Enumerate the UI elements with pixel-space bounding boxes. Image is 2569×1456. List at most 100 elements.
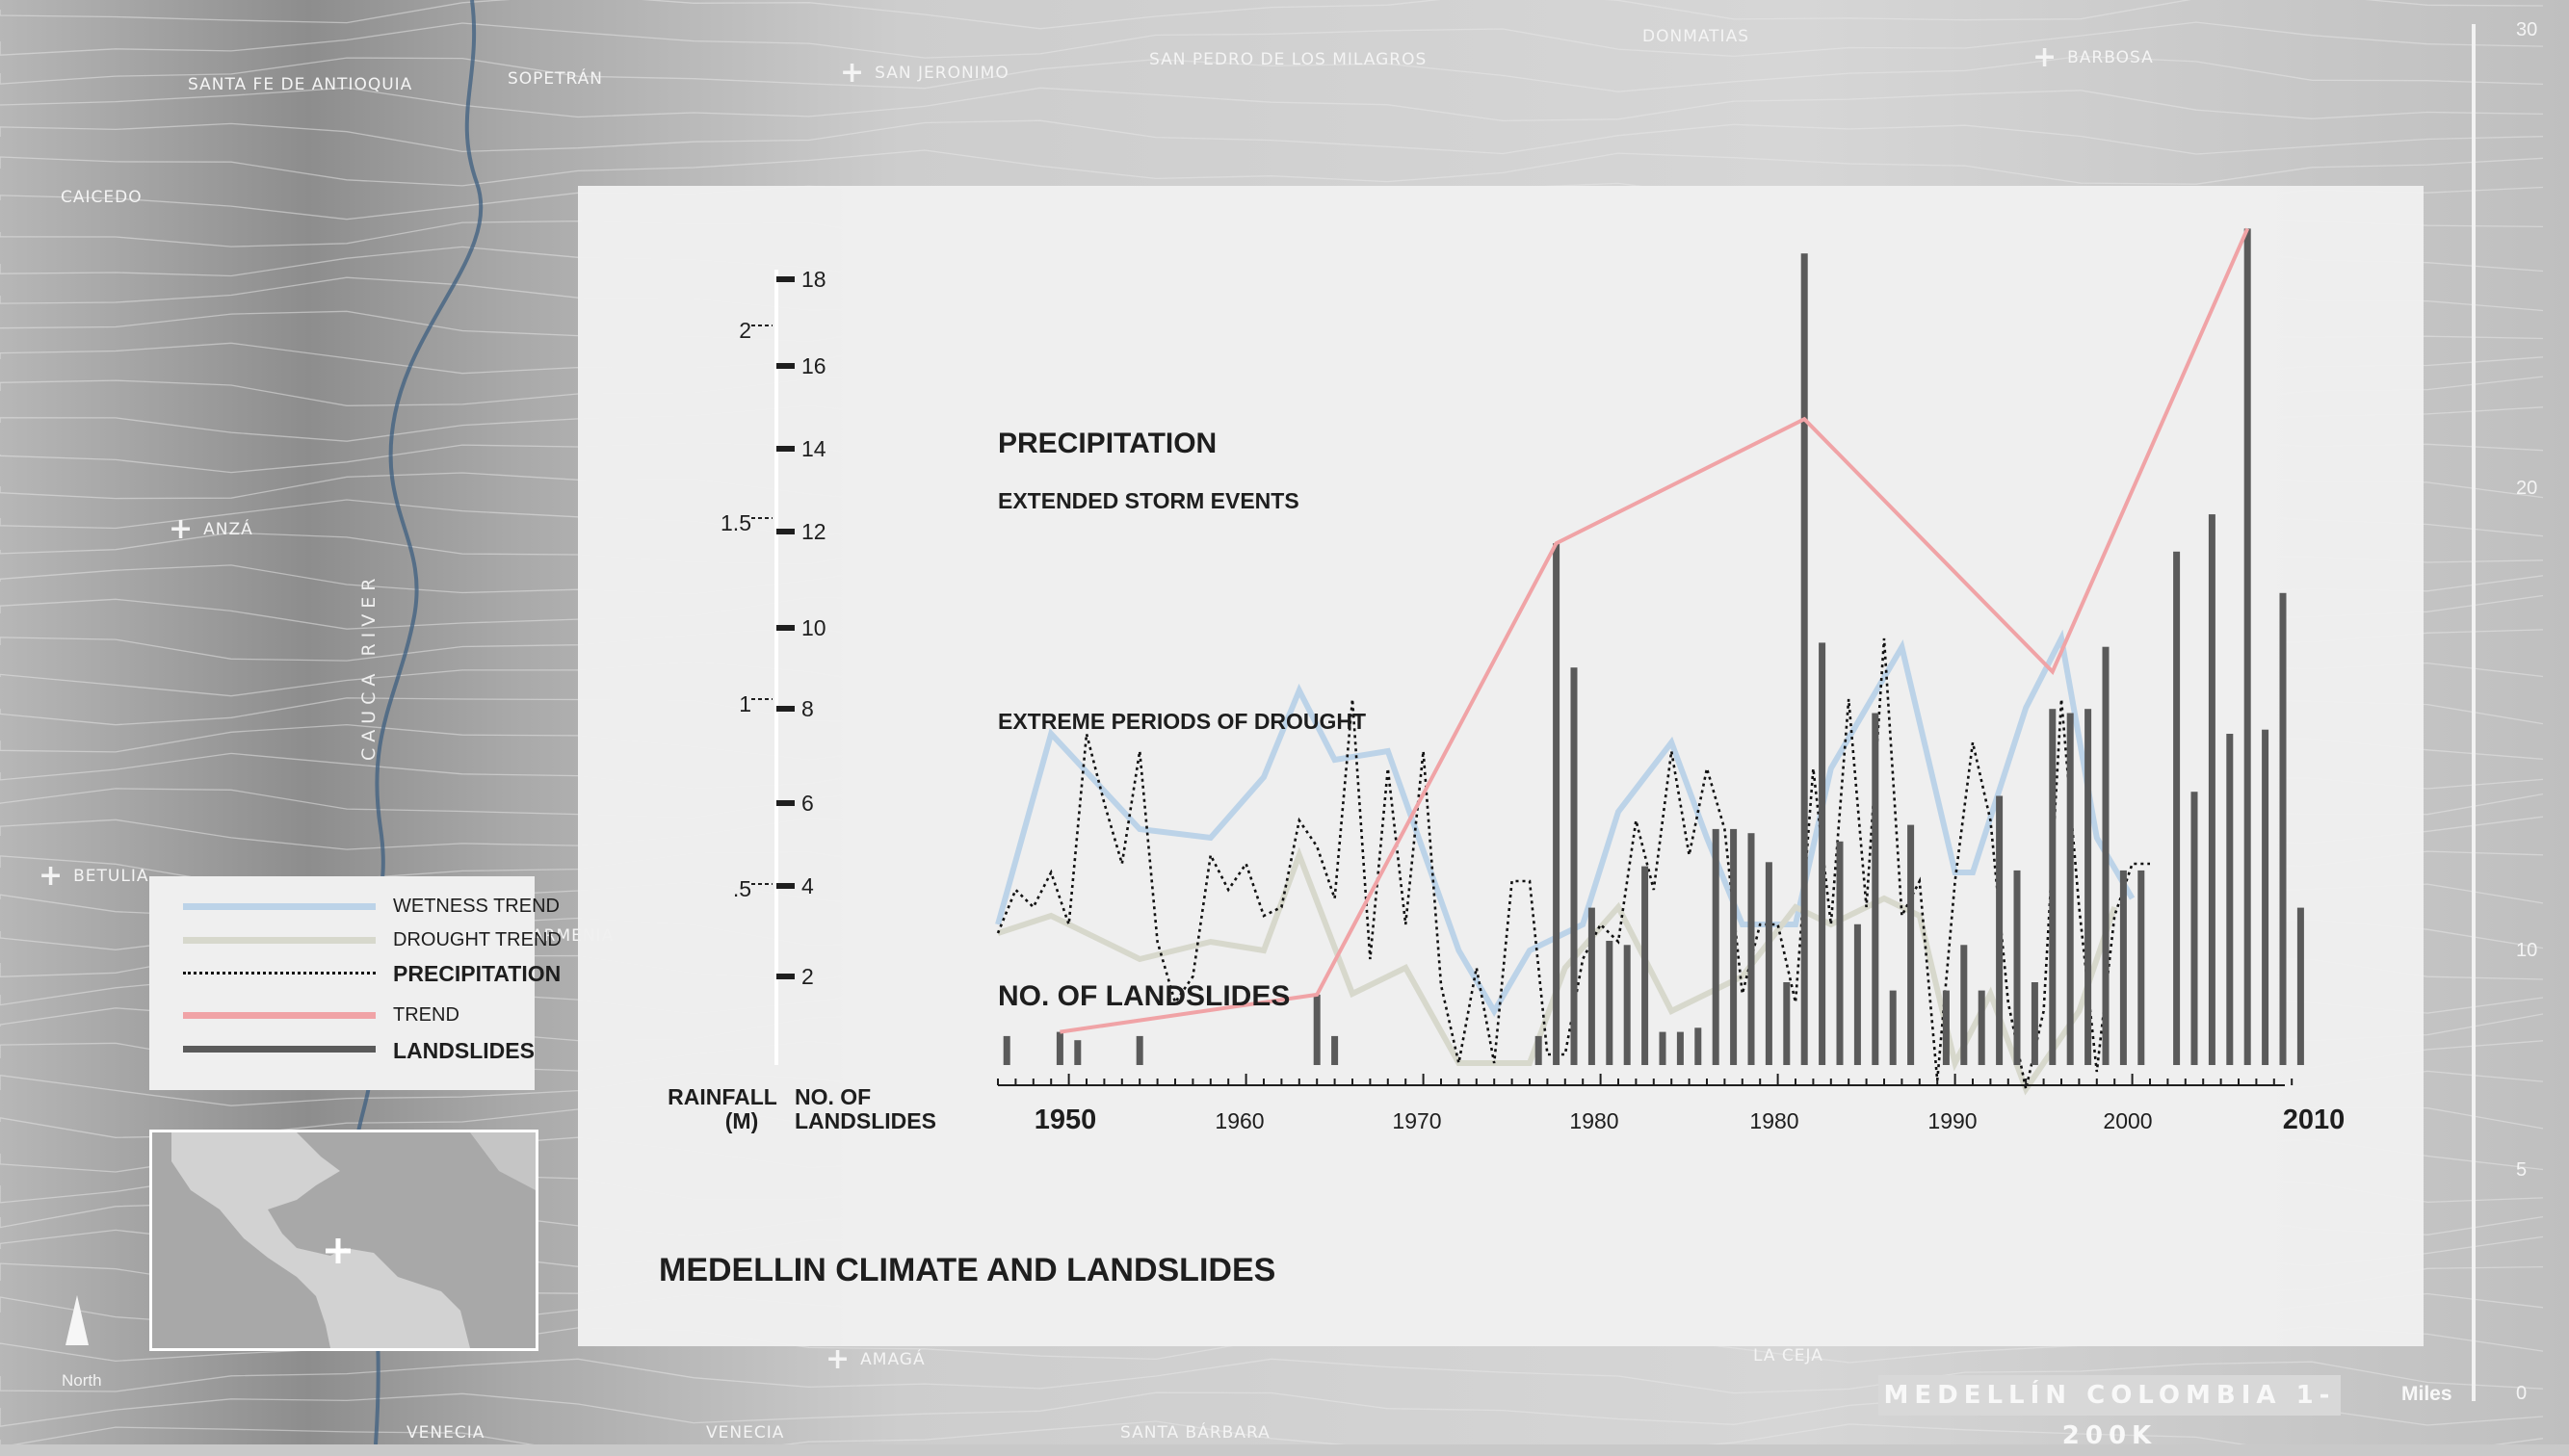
x-axis-tick-label: 1990 <box>1927 1108 1977 1133</box>
landslide-bar <box>2119 870 2127 1065</box>
landslide-axis-tick-label: 10 <box>801 615 826 640</box>
town-label: ANZÁ <box>169 512 253 546</box>
landslide-bar <box>2190 792 2198 1065</box>
rainfall-axis-label: RAINFALL <box>668 1084 777 1109</box>
landslide-bar <box>1623 945 1631 1065</box>
landslide-bar <box>1676 1031 1684 1065</box>
town-label: SAN PEDRO DE LOS MILAGROS <box>1149 50 1428 69</box>
landslide-axis-tick-label: 6 <box>801 791 814 816</box>
landslide-axis-tick-label: 16 <box>801 353 826 378</box>
scale-tick-label: 0 <box>2516 1383 2528 1404</box>
landslide-bar <box>1889 990 1897 1065</box>
landslide-bar <box>1641 866 1649 1065</box>
landslide-bar <box>1907 824 1915 1065</box>
north-arrow-icon <box>60 1293 94 1352</box>
scale-tick-label: 30 <box>2516 19 2538 40</box>
x-axis-tick-label: 1980 <box>1569 1108 1618 1133</box>
landslide-bar <box>1765 862 1772 1065</box>
landslide-bar <box>2243 228 2251 1065</box>
landslide-bar <box>1074 1040 1082 1065</box>
landslide-bar <box>2031 982 2038 1065</box>
landslides-heading: NO. OF LANDSLIDES <box>998 980 1290 1012</box>
town-label: BARBOSA <box>2032 40 2154 74</box>
landslide-bar <box>1313 994 1321 1065</box>
landslide-axis-tick <box>776 529 795 534</box>
scale-tick-label: 5 <box>2516 1159 2528 1181</box>
legend-label: DROUGHT TREND <box>393 929 562 950</box>
landslide-axis-tick <box>776 276 795 282</box>
rainfall-axis-unit: (M) <box>725 1108 758 1133</box>
town-label: CAICEDO <box>61 188 143 207</box>
scale-bar <box>2472 24 2476 1401</box>
landslide-bar <box>2049 709 2057 1065</box>
rainfall-axis-tick-label: 2 <box>739 318 751 343</box>
legend-item: TREND <box>183 1004 530 1027</box>
x-axis-tick-label: 1960 <box>1215 1108 1264 1133</box>
landslide-trend-line <box>1060 227 2250 1034</box>
landslide-axis-tick-label: 14 <box>801 436 826 461</box>
town-label: VENECIA <box>406 1423 485 1443</box>
legend-swatch <box>183 903 376 910</box>
rainfall-axis-tick-label: .5 <box>733 876 751 901</box>
landslide-bar <box>2102 646 2110 1065</box>
landslide-bar <box>1606 941 1613 1065</box>
landslide-bar <box>1534 1035 1542 1065</box>
town-label: DONMATIAS <box>1642 27 1749 46</box>
landslide-axis-unit: LANDSLIDES <box>795 1108 936 1133</box>
storm-events-label: EXTENDED STORM EVENTS <box>998 488 1299 513</box>
chart-title: MEDELLIN CLIMATE AND LANDSLIDES <box>659 1252 1275 1288</box>
location-marker-icon <box>326 1238 351 1263</box>
legend-label: TREND <box>393 1004 459 1026</box>
town-label: BETULIA <box>39 859 149 893</box>
scale-tick-label: 10 <box>2516 940 2538 961</box>
landslide-axis-tick <box>776 883 795 889</box>
rainfall-axis-tick-label: 1 <box>739 691 751 716</box>
landslide-bar <box>2296 907 2304 1065</box>
precipitation-heading: PRECIPITATION <box>998 428 1217 459</box>
legend-item: DROUGHT TREND <box>183 929 562 952</box>
drought-periods-label: EXTREME PERIODS OF DROUGHT <box>998 709 1366 734</box>
x-axis-tick-label: 2000 <box>2103 1108 2152 1133</box>
town-label: LA CEJA <box>1753 1346 1823 1365</box>
americas-outline <box>171 1132 536 1348</box>
landslide-bar <box>1960 945 1968 1065</box>
landslide-bar <box>1783 982 1791 1065</box>
town-label: SOPETRÁN <box>508 69 604 89</box>
scale-unit-label: Miles <box>2401 1383 2452 1405</box>
legend-swatch <box>183 1012 376 1019</box>
x-axis-tick-label: 1950 <box>1035 1105 1097 1135</box>
town-label: SAN JERONIMO <box>840 56 1009 90</box>
landslide-bar <box>2084 709 2092 1065</box>
landslide-axis-tick-label: 8 <box>801 696 814 721</box>
legend-swatch <box>183 1046 376 1053</box>
landslide-axis-tick <box>776 363 795 369</box>
landslide-axis-label: NO. OF <box>795 1084 871 1109</box>
landslide-bar <box>1003 1035 1010 1065</box>
chart-legend: WETNESS TREND DROUGHT TREND PRECIPITATION T… <box>149 876 562 1090</box>
x-axis-tick-label: 1970 <box>1392 1108 1441 1133</box>
landslide-bar <box>1836 841 1844 1065</box>
landslide-axis-tick <box>776 625 795 631</box>
landslide-bar <box>1978 990 1985 1065</box>
landslide-axis-tick <box>776 706 795 712</box>
legend-label: WETNESS TREND <box>393 896 560 917</box>
scale-tick-label: 20 <box>2516 478 2538 499</box>
landslide-bar <box>1553 543 1560 1065</box>
legend-item: WETNESS TREND <box>183 896 560 919</box>
town-label: SANTA BÁRBARA <box>1120 1423 1271 1443</box>
x-axis-tick-label: 1980 <box>1749 1108 1798 1133</box>
landslide-axis-tick-label: 4 <box>801 873 814 898</box>
landslide-bar <box>1942 990 1950 1065</box>
landslide-bar <box>1747 833 1755 1065</box>
landslide-bar <box>1712 828 1719 1065</box>
legend-label: LANDSLIDES <box>393 1038 535 1063</box>
landslide-bar <box>2226 734 2234 1065</box>
landslide-axis-tick <box>776 446 795 452</box>
legend-label: PRECIPITATION <box>393 961 562 986</box>
landslide-bar <box>1056 1031 1063 1065</box>
wetness-trend-line <box>995 629 2136 1017</box>
landslide-bar <box>1331 1035 1339 1065</box>
landslide-bar <box>1819 642 1826 1065</box>
landslide-axis-tick <box>776 800 795 806</box>
